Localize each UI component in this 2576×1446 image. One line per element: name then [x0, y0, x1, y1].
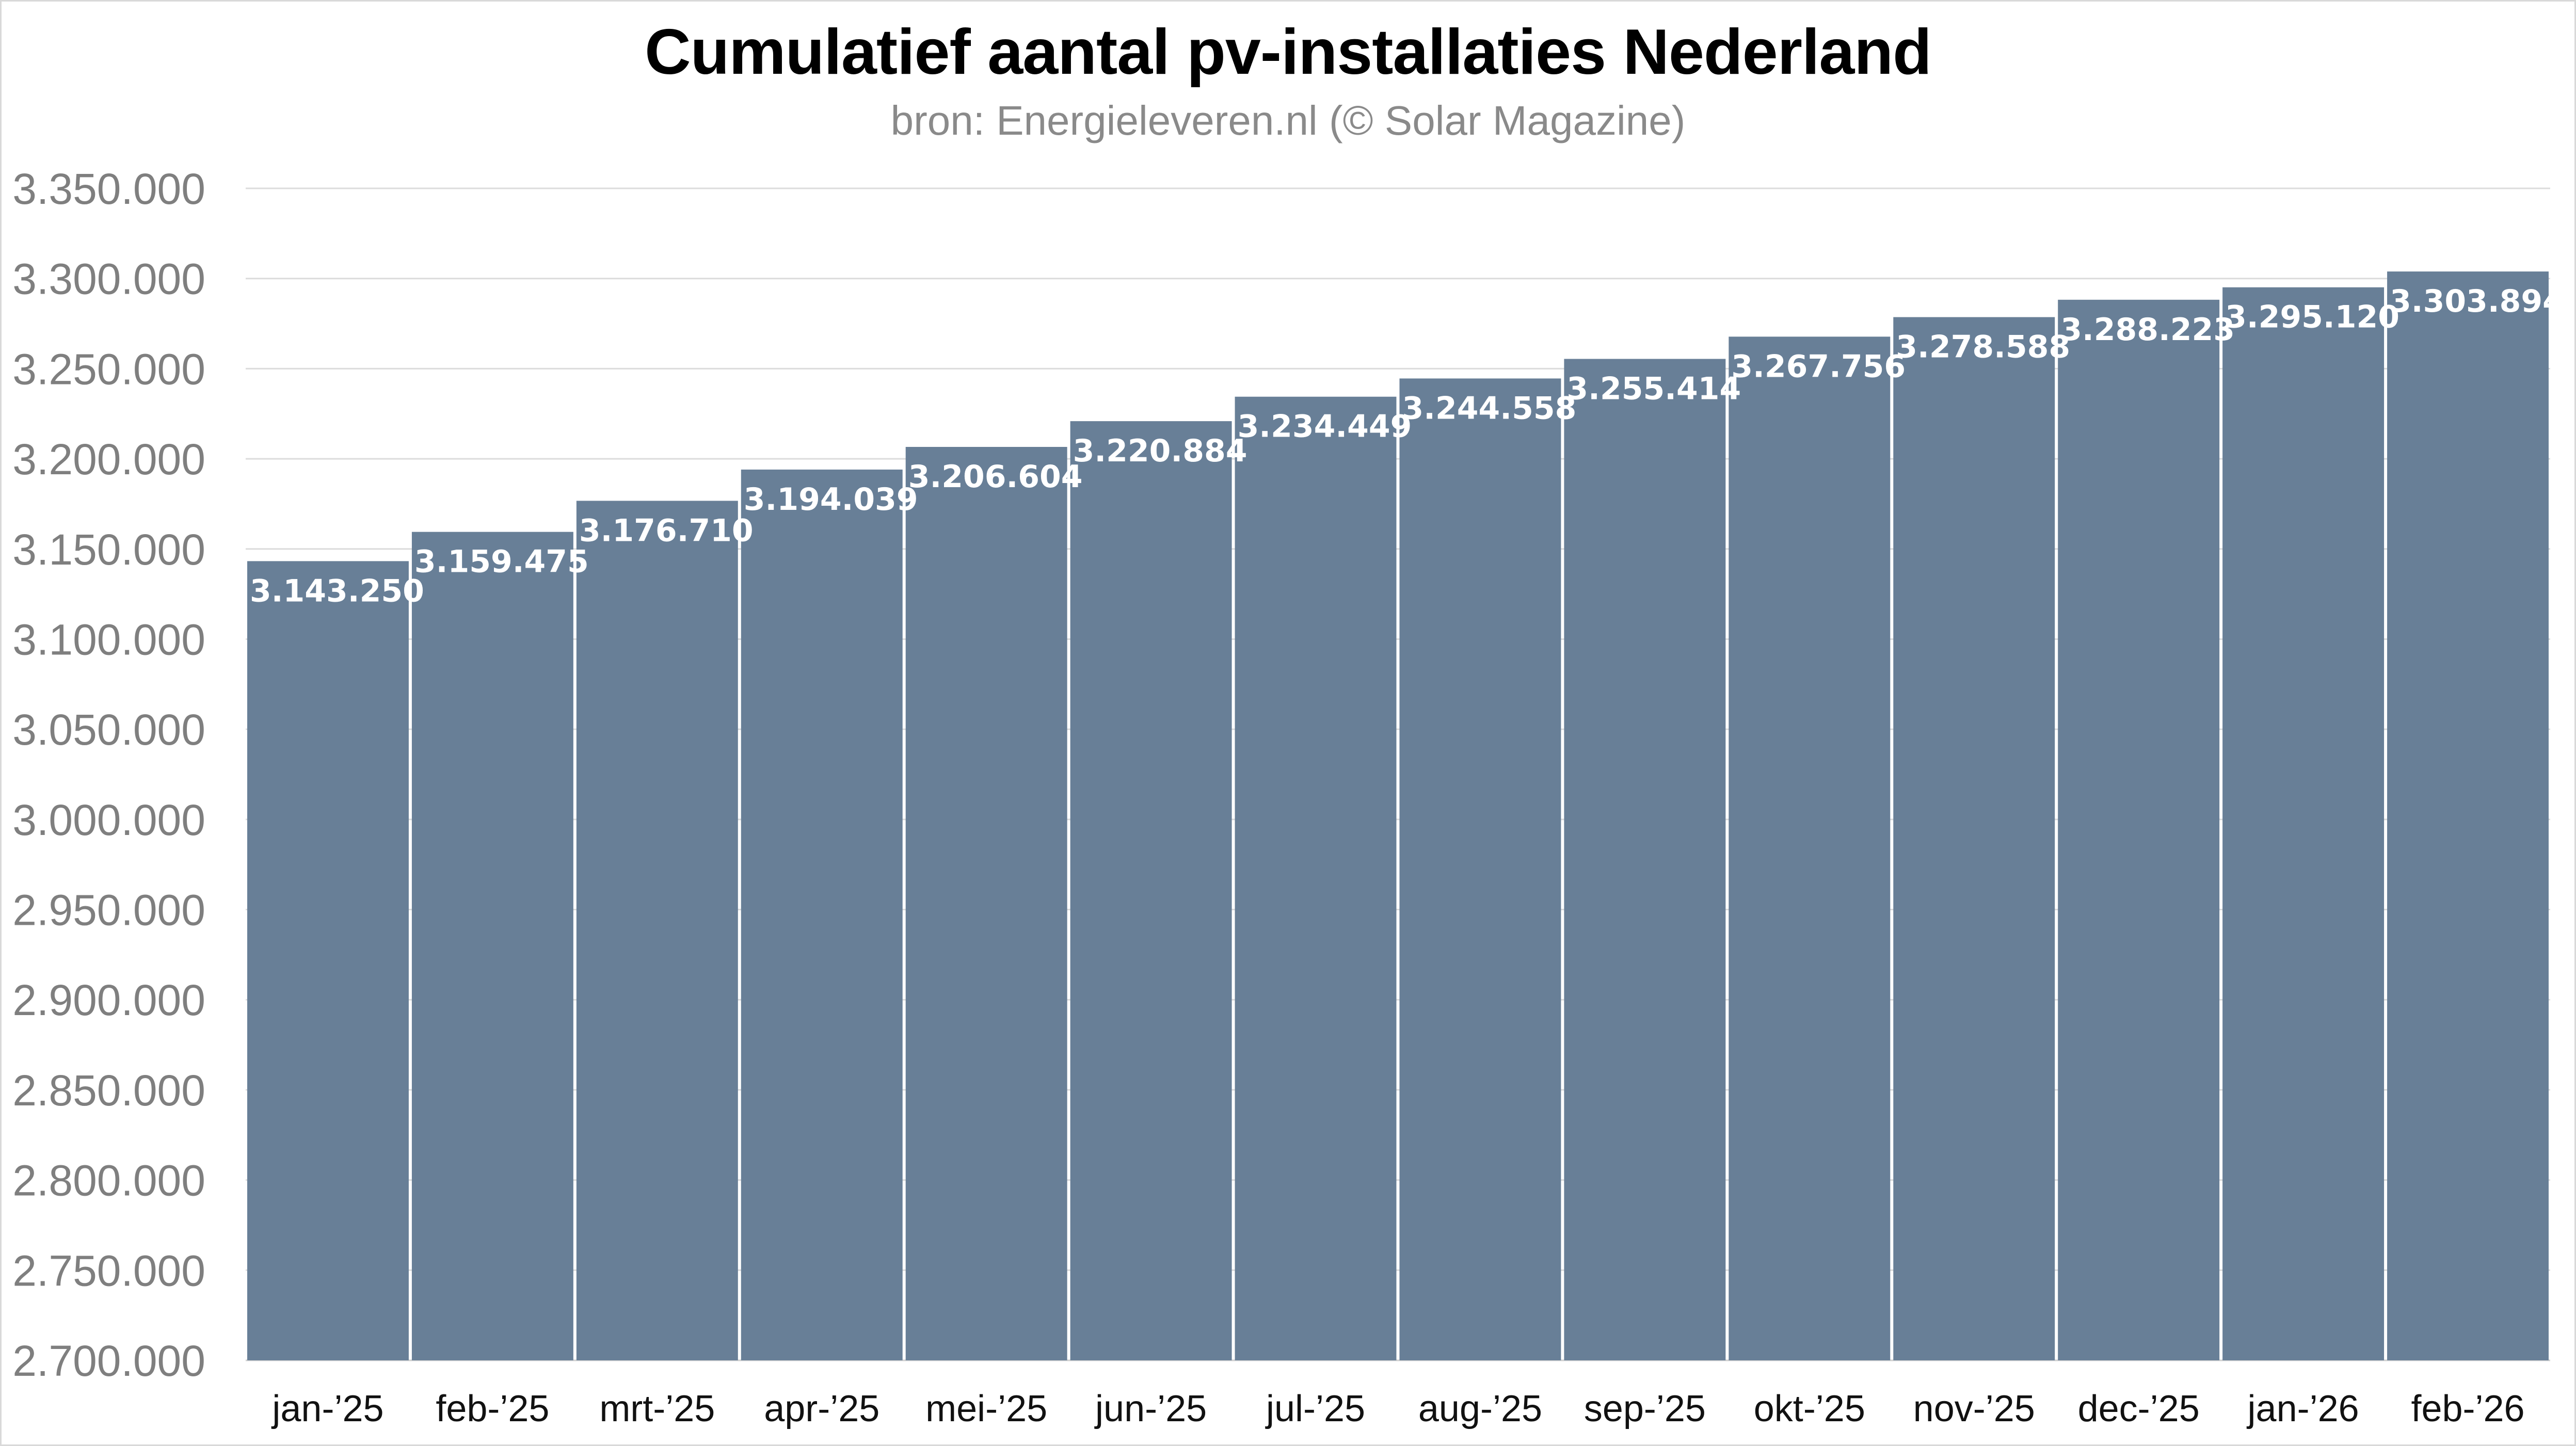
y-tick-label: 2.700.000: [12, 1337, 205, 1385]
y-tick-label: 2.950.000: [12, 886, 205, 935]
x-tick-label: jan-’26: [2247, 1388, 2359, 1429]
bar: [905, 447, 1067, 1360]
bar: [2222, 287, 2385, 1361]
y-tick-label: 2.800.000: [12, 1156, 205, 1205]
bar: [2058, 299, 2220, 1360]
y-tick-label: 3.300.000: [12, 255, 205, 303]
y-tick-label: 3.000.000: [12, 796, 205, 844]
bar: [1564, 359, 1726, 1360]
x-tick-label: jun-’25: [1094, 1388, 1207, 1429]
data-label: 3.159.475: [414, 544, 589, 580]
x-tick-label: dec-’25: [2078, 1388, 2200, 1429]
x-tick-label: okt-’25: [1754, 1388, 1865, 1429]
x-tick-label: aug-’25: [1418, 1388, 1542, 1429]
x-tick-label: mei-’25: [925, 1388, 1047, 1429]
bar: [576, 501, 738, 1360]
data-label: 3.234.449: [1238, 409, 1412, 445]
bar: [1893, 317, 2055, 1360]
y-axis-ticks: 2.700.000 2.750.000 2.800.000 2.850.000 2.90…: [12, 165, 205, 1385]
y-tick-label: 3.200.000: [12, 435, 205, 484]
bar: [741, 469, 903, 1360]
bar: [247, 561, 409, 1360]
bars: [247, 271, 2549, 1361]
data-label: 3.278.588: [1896, 329, 2070, 365]
chart-subtitle: bron: Energieleveren.nl (© Solar Magazin…: [890, 98, 1686, 143]
data-label: 3.176.710: [579, 512, 754, 549]
y-tick-label: 3.150.000: [12, 525, 205, 574]
x-tick-label: mrt-’25: [599, 1388, 715, 1429]
y-tick-label: 2.850.000: [12, 1066, 205, 1115]
y-tick-label: 3.250.000: [12, 345, 205, 393]
y-tick-label: 2.900.000: [12, 976, 205, 1024]
bar: [2387, 271, 2549, 1360]
y-tick-label: 2.750.000: [12, 1246, 205, 1295]
y-tick-label: 3.050.000: [12, 705, 205, 754]
data-label: 3.143.250: [250, 573, 424, 609]
y-tick-label: 3.350.000: [12, 165, 205, 213]
data-label: 3.295.120: [2225, 299, 2399, 335]
data-label: 3.288.223: [2060, 312, 2235, 348]
y-tick-label: 3.100.000: [12, 615, 205, 664]
bar: [1070, 421, 1232, 1360]
data-label: 3.267.756: [1731, 348, 1906, 384]
chart-title: Cumulatief aantal pv-installaties Nederl…: [645, 17, 1932, 88]
bar: [1399, 378, 1561, 1360]
data-label: 3.303.894: [2390, 283, 2564, 319]
data-label: 3.194.039: [744, 481, 918, 518]
x-tick-label: feb-’25: [436, 1388, 549, 1429]
x-tick-label: jul-’25: [1265, 1388, 1365, 1429]
bar: [1729, 336, 1891, 1360]
bar: [1235, 396, 1397, 1360]
bar: [411, 532, 573, 1360]
data-label: 3.244.558: [1402, 390, 1577, 426]
x-tick-label: nov-’25: [1913, 1388, 2035, 1429]
data-label: 3.206.604: [908, 459, 1083, 495]
x-tick-label: jan-’25: [271, 1388, 383, 1429]
data-labels: 3.143.2503.159.4753.176.7103.194.0393.20…: [250, 283, 2564, 609]
x-tick-label: sep-’25: [1584, 1388, 1706, 1429]
data-label: 3.255.414: [1566, 371, 1741, 407]
x-axis-ticks: jan-’25 feb-’25 mrt-’25 apr-’25 mei-’25 jun-’…: [271, 1388, 2524, 1429]
x-tick-label: feb-’26: [2411, 1388, 2524, 1429]
data-label: 3.220.884: [1073, 433, 1247, 469]
x-tick-label: apr-’25: [764, 1388, 879, 1429]
